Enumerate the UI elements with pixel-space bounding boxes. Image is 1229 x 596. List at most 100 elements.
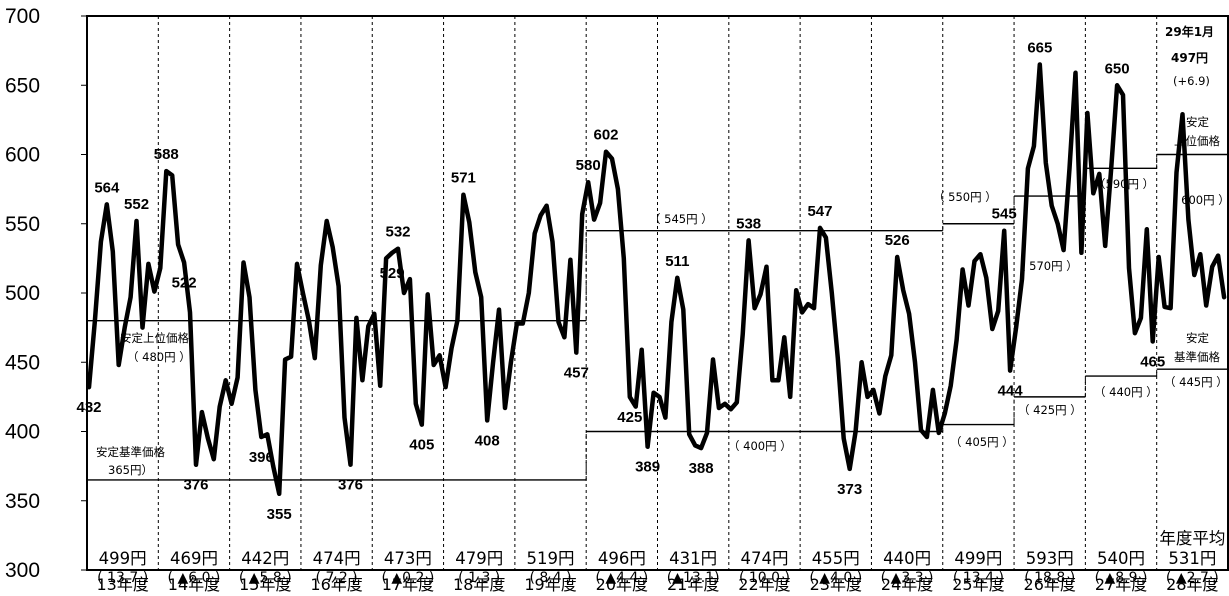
annual-average-value: 593円 [1026,549,1074,568]
upper-value-label-26: （ 570円 ） [1014,259,1078,273]
y-tick-label: 500 [5,282,40,305]
point-label: 511 [665,253,689,270]
point-label: 389 [635,459,660,476]
x-tick-label: 25年度 [952,575,1004,594]
latest-change-label: (+6.9) [1173,74,1210,88]
x-axis-ticks: 13年度 14年度 15年度 16年度 17年度 18年度 19年度 20年度 21年度 22年度… [96,575,1218,594]
upper-price-label-left: 安定上位価格 [120,331,189,345]
point-label: 552 [124,196,149,213]
x-tick-label: 20年度 [596,575,648,594]
annual-average-value: 519円 [527,549,575,568]
point-label: 405 [409,437,434,454]
point-label: 602 [594,127,619,144]
annual-change-value: ( ▲2.7 ) [1166,570,1219,586]
annual-change-value: ( ▲5.8 ) [239,570,292,586]
annual-change-value: ( ▲6.0 ) [168,570,221,586]
point-label: 373 [837,481,862,498]
x-tick-label: 27年度 [1095,575,1147,594]
y-tick-label: 350 [5,490,40,513]
upper-price-label-right-1: 安定 [1186,115,1209,129]
point-label: 532 [386,224,411,241]
x-tick-label: 23年度 [810,575,862,594]
annual-average-value: 479円 [455,549,503,568]
annual-change-value: ( 1.3 ) [458,570,500,586]
point-label: 355 [267,506,292,523]
y-tick-label: 300 [5,559,40,582]
point-label: 564 [94,179,120,196]
y-tick-label: 550 [5,213,40,236]
annual-average-value: 499円 [99,549,147,568]
x-tick-label: 17年度 [382,575,434,594]
point-label: 522 [172,275,197,292]
x-tick-label: 19年度 [524,575,576,594]
point-label: 432 [76,399,101,416]
point-label: 465 [1140,353,1165,370]
annual-change-value: ( 13.7 ) [97,570,148,586]
annual-change-value: ( ▲8.9 ) [1095,570,1148,586]
annual-average-value: 474円 [313,549,361,568]
base-value-label-26: （ 425円 ） [1018,403,1082,417]
point-label: 650 [1105,60,1130,77]
annual-change-value: ( 8.4 ) [529,570,571,586]
upper-value-label-13: （ 480円 ） [127,350,191,364]
point-label: 580 [576,157,601,174]
annual-average-value: 473円 [384,549,432,568]
point-label: 588 [154,146,179,163]
base-value-label-20: （ 400円 ） [728,439,792,453]
annual-average-value: 474円 [740,549,788,568]
x-tick-label: 26年度 [1024,575,1076,594]
point-label: 529 [380,265,405,282]
base-price-label-left: 安定基準価格 [96,445,165,459]
base-price-label-right-1: 安定 [1186,331,1209,345]
upper-value-label-27: （590円 ） [1094,177,1154,191]
point-label: 545 [992,206,1017,223]
point-label: 425 [617,409,642,426]
y-tick-label: 450 [5,351,40,374]
x-tick-label: 28年度 [1166,575,1218,594]
annual-change-value: (▲13.1) [667,570,720,586]
annual-average-value: 469円 [170,549,218,568]
point-label: 538 [736,215,761,232]
annual-change-value: ( ▲3.3 ) [881,570,934,586]
annual-average-value: 496円 [598,549,646,568]
base-price-label-right-2: 基準価格 [1174,350,1220,364]
point-label: 444 [998,383,1024,400]
point-label: 376 [183,477,208,494]
latest-month-label: 29年1月 [1165,24,1214,39]
annual-average-value: 499円 [954,549,1002,568]
y-tick-label: 650 [5,74,40,97]
annual-averages: 年度平均 499円 469円 442円 474円 473円 479円 519円 496円 431円… [97,529,1225,586]
price-series [86,62,1227,497]
point-label: 547 [807,203,832,220]
annual-change-value: ( 10.0 ) [739,570,790,586]
base-value-label-27: （ 440円 ） [1094,385,1158,399]
upper-value-label-20: （ 545円 ） [649,212,713,226]
stable-base-price-line [87,368,1228,481]
annual-average-label: 年度平均 [1159,529,1225,548]
annual-change-value: ( 18.8 ) [1024,570,1075,586]
x-tick-label: 16年度 [310,575,362,594]
upper-value-label-28: （ 600円 ） [1166,193,1229,207]
year-separators [157,16,1158,570]
base-value-label-28: （ 445円 ） [1164,375,1228,389]
annual-change-value: ( ▲4.0 ) [809,570,862,586]
annual-change-value: ( ▲0.2 ) [381,570,434,586]
annual-change-value: ( ▲4.4 ) [595,570,648,586]
annual-change-value: ( 13.4 ) [953,570,1004,586]
annual-average-value: 540円 [1097,549,1145,568]
point-label: 408 [475,432,500,449]
price-line [86,62,1227,497]
annual-change-value: ( 7.2 ) [316,570,358,586]
point-label: 396 [249,449,274,466]
annotations: 29年1月 497円 (+6.9) 安定上位価格 安定基準価格 安定 上位価格 … [96,24,1229,477]
x-tick-label: 13年度 [96,575,148,594]
point-label: 665 [1027,39,1052,56]
point-label: 388 [689,460,714,477]
annual-average-value: 531円 [1168,549,1216,568]
x-tick-label: 22年度 [738,575,790,594]
y-axis-ticks: 700 650 600 550 500 450 400 350 300 [5,5,87,582]
base-value-label-25: （ 405円 ） [950,435,1014,449]
point-labels: 564 432 588 376 522 355 552 376 532 405 571 408 580 4… [76,39,1165,522]
point-label: 457 [564,365,589,382]
